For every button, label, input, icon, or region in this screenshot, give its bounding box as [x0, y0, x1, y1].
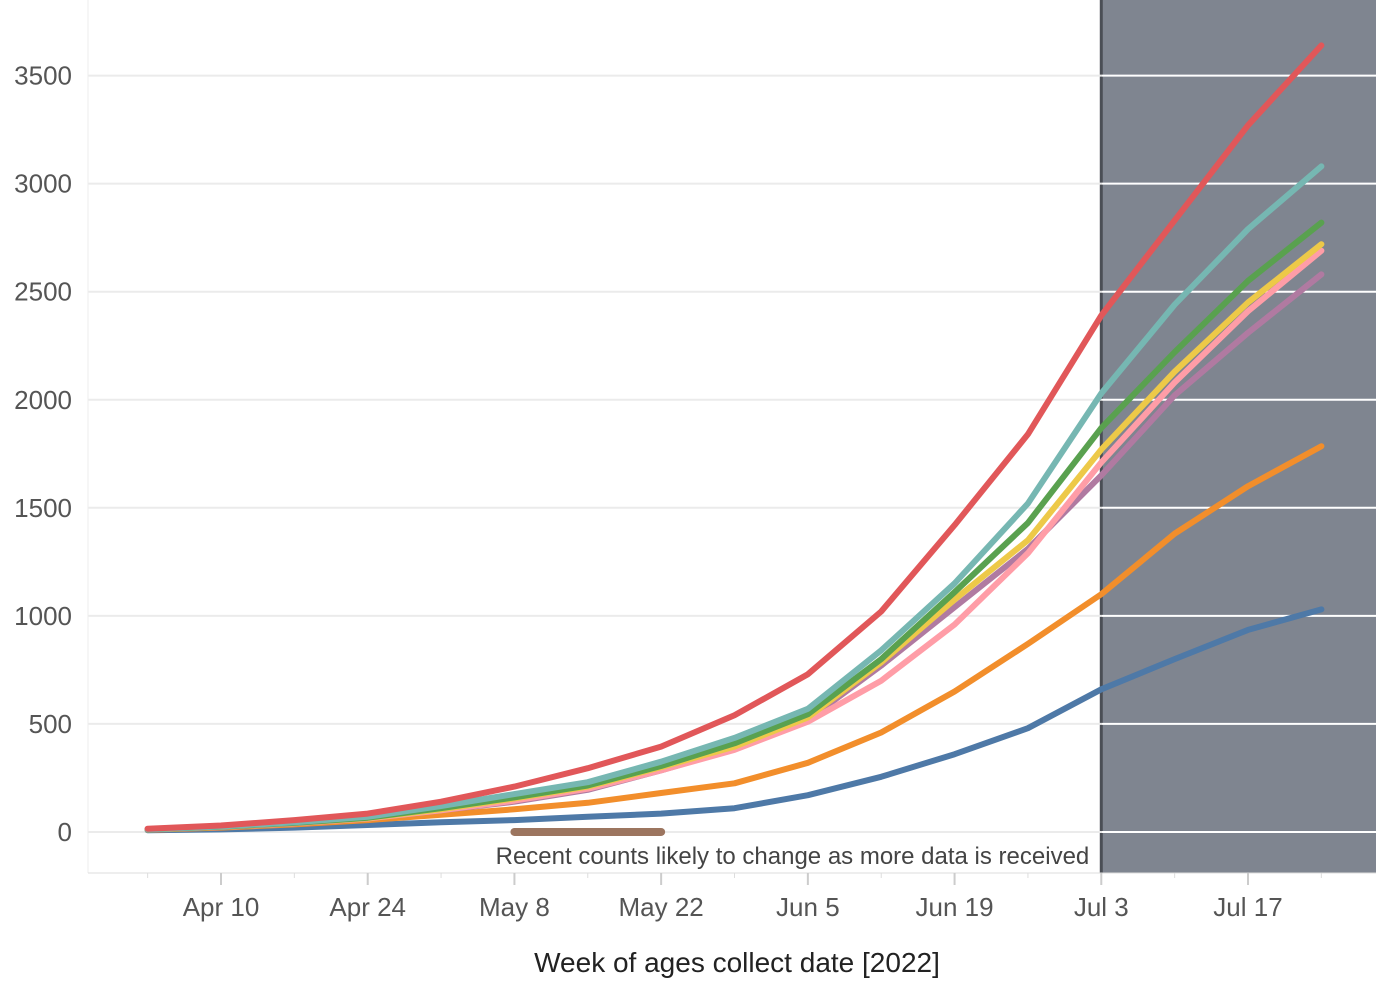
y-tick-label: 2000: [14, 385, 72, 415]
series-line: [144, 606, 1325, 834]
axes: 0 500 1000 1500 2000 2500 3000 3500 Apr 10 Apr 24…: [14, 0, 1376, 922]
y-tick-label: 500: [29, 709, 72, 739]
x-axis-title: Week of ages collect date [2022]: [534, 947, 940, 978]
y-tick-label: 1500: [14, 493, 72, 523]
y-tick-label: 2500: [14, 277, 72, 307]
x-tick-label: Jun 5: [776, 892, 840, 922]
annotation-group: Recent counts likely to change as more d…: [496, 827, 1090, 870]
x-tick-label: Jun 19: [916, 892, 994, 922]
shaded-region-rect: [1101, 0, 1376, 873]
recent-data-shaded-region: [1099, 0, 1376, 873]
x-tick-label: Apr 24: [329, 892, 406, 922]
y-tick-label: 1000: [14, 601, 72, 631]
y-tick-label: 3000: [14, 169, 72, 199]
x-tick-label: Apr 10: [183, 892, 260, 922]
x-tick-label: May 8: [479, 892, 550, 922]
recent-counts-annotation: Recent counts likely to change as more d…: [496, 843, 1090, 870]
x-tick-label: Jul 17: [1213, 892, 1282, 922]
series-lines: [144, 42, 1325, 834]
y-tick-label: 0: [58, 817, 72, 847]
x-tick-label: May 22: [619, 892, 704, 922]
y-tick-label: 3500: [14, 61, 72, 91]
series-line: [144, 42, 1325, 832]
x-tick-label: Jul 3: [1074, 892, 1129, 922]
